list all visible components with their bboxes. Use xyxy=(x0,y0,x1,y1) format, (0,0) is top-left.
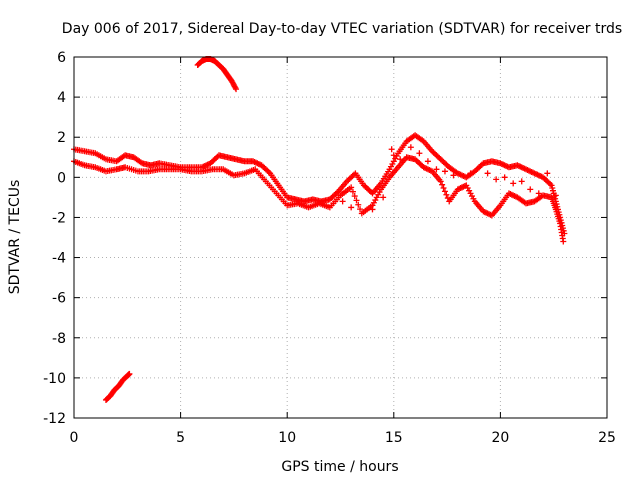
data-point-marker xyxy=(424,158,431,165)
data-point-marker xyxy=(476,164,483,171)
data-point-marker xyxy=(535,190,542,197)
y-tick-label: -10 xyxy=(43,371,66,387)
data-point-marker xyxy=(407,144,414,151)
data-point-marker xyxy=(349,188,356,195)
x-tick-label: 25 xyxy=(598,430,616,446)
data-point-marker xyxy=(397,156,404,163)
data-point-marker xyxy=(544,170,551,177)
data-point-marker xyxy=(443,191,450,198)
data-point-marker xyxy=(380,194,387,201)
data-point-marker xyxy=(549,185,556,192)
y-tick-label: -8 xyxy=(52,331,66,347)
y-axis-label: SDTVAR / TECUs xyxy=(7,180,23,295)
data-point-marker xyxy=(348,204,355,211)
x-tick-label: 10 xyxy=(278,430,296,446)
data-point-marker xyxy=(484,170,491,177)
grid-lines xyxy=(74,57,607,418)
data-point-marker xyxy=(459,184,466,191)
data-point-marker xyxy=(501,174,508,181)
data-point-marker xyxy=(493,176,500,183)
data-point-marker xyxy=(390,152,397,159)
y-tick-label: -2 xyxy=(52,210,66,226)
data-point-marker xyxy=(126,370,133,377)
x-tick-label: 5 xyxy=(176,430,185,446)
y-tick-label: 0 xyxy=(57,170,66,186)
x-tick-label: 15 xyxy=(385,430,403,446)
data-point-marker xyxy=(233,86,240,93)
data-point-marker xyxy=(351,193,358,200)
data-point-marker xyxy=(450,172,457,179)
data-point-marker xyxy=(552,192,559,199)
data-point-marker xyxy=(510,180,517,187)
data-point-marker xyxy=(548,182,555,189)
data-point-marker xyxy=(369,206,376,213)
data-point-marker xyxy=(433,166,440,173)
y-tick-label: -12 xyxy=(43,411,66,427)
y-tick-label: 4 xyxy=(57,90,66,106)
data-point-marker xyxy=(549,187,556,194)
data-point-marker xyxy=(527,186,534,193)
data-point-marker xyxy=(444,195,451,202)
data-point-marker xyxy=(518,178,525,185)
data-point-marker xyxy=(467,170,474,177)
data-point-marker xyxy=(560,238,567,245)
data-point-marker xyxy=(437,178,444,185)
data-point-marker xyxy=(348,184,355,191)
data-point-marker xyxy=(441,188,448,195)
y-tick-label: 2 xyxy=(57,130,66,146)
data-point-marker xyxy=(441,168,448,175)
plot-frame xyxy=(73,56,608,419)
x-tick-label: 0 xyxy=(70,430,79,446)
data-point-marker xyxy=(355,201,362,208)
data-point-marker xyxy=(440,185,447,192)
x-axis-label: GPS time / hours xyxy=(281,459,398,475)
axis-ticks: 0 5 10 15 20 25 -12 -10 -8 -6 -4 -2 0 2 4 6 xyxy=(43,50,616,446)
data-point-marker xyxy=(416,150,423,157)
y-tick-label: -6 xyxy=(52,291,66,307)
chart-title: Day 006 of 2017, Sidereal Day-to-day VTE… xyxy=(62,21,622,37)
data-point-marker xyxy=(357,206,364,213)
x-tick-label: 20 xyxy=(491,430,509,446)
data-point-marker xyxy=(339,198,346,205)
y-tick-label: 6 xyxy=(57,50,66,66)
data-point-marker xyxy=(232,84,239,91)
y-tick-label: -4 xyxy=(52,251,66,267)
data-point-marker xyxy=(439,181,446,188)
data-point-marker xyxy=(353,197,360,204)
data-markers xyxy=(71,56,568,403)
data-point-marker xyxy=(388,146,395,153)
